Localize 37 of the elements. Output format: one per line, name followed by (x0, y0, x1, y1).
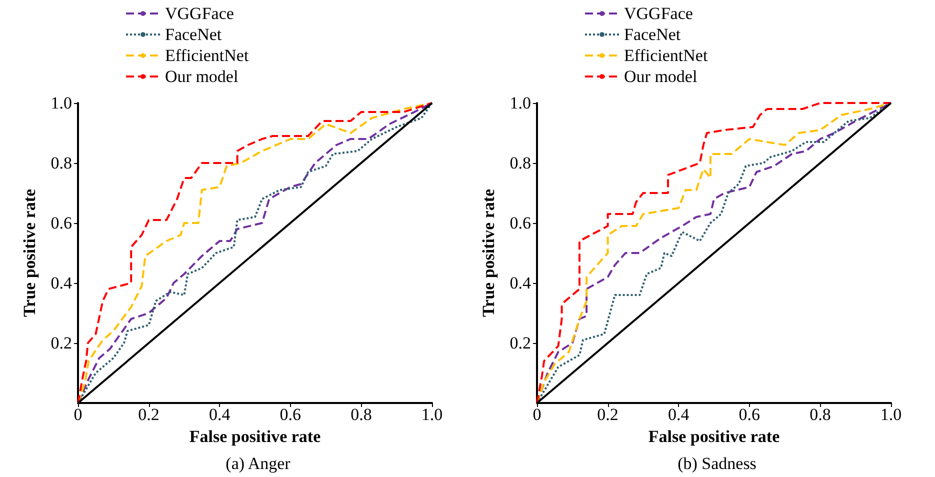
y-tick-label: 0.8 (50, 154, 72, 172)
y-tick-label: 0.2 (50, 334, 72, 352)
legend-label: VGGFace (624, 4, 693, 23)
x-axis-title: False positive rate (189, 426, 322, 446)
legend-label: EfficientNet (624, 46, 708, 65)
x-tick-label: 0.4 (208, 405, 231, 424)
y-tick-label: 1.0 (50, 94, 72, 112)
legend-label: VGGFace (165, 4, 234, 23)
y-tick-label: 1.0 (510, 94, 531, 112)
text: (a) Anger (226, 454, 291, 473)
legend-label: FaceNet (165, 25, 222, 44)
y-tick-label: 0.6 (50, 214, 72, 232)
y-tick-label: 0.4 (50, 274, 72, 292)
x-tick-label: 1.0 (880, 405, 902, 424)
legend-label: FaceNet (624, 25, 681, 44)
legend-label: EfficientNet (165, 46, 249, 65)
y-axis-title: True positive rate (479, 188, 498, 318)
y-tick-label: 0.4 (510, 274, 532, 292)
x-tick-label: 0.2 (138, 405, 160, 424)
y-axis-title: True positive rate (20, 188, 39, 318)
x-tick-label: 0.8 (810, 405, 831, 424)
x-axis-title: False positive rate (648, 426, 780, 446)
x-tick-label: 0 (74, 405, 82, 424)
x-tick-label: 0.6 (738, 405, 760, 424)
legend-label: Our model (165, 67, 238, 86)
x-tick-label: 0.6 (280, 405, 302, 424)
x-tick-label: 0.4 (668, 405, 690, 424)
text: (b) Sadness (678, 454, 756, 473)
y-tick-label: 0.2 (510, 334, 531, 352)
y-tick-label: 0.6 (510, 214, 531, 232)
x-tick-label: 0.2 (597, 405, 618, 424)
line-series (536, 102, 892, 404)
x-tick-label: 0 (532, 405, 542, 424)
x-tick-label: 1.0 (421, 405, 443, 424)
x-tick-label: 0.8 (350, 405, 372, 424)
legend-label: Our model (624, 67, 698, 86)
y-tick-label: 0.8 (510, 154, 531, 172)
